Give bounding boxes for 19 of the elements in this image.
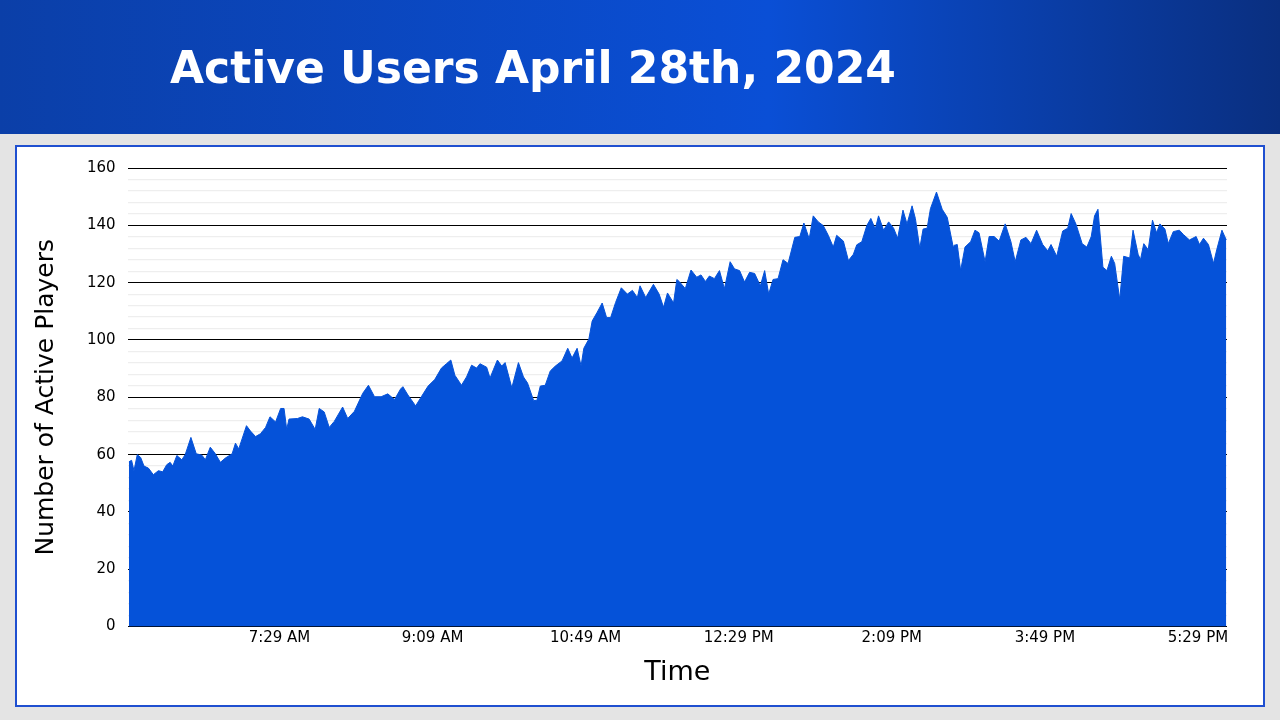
- y-tick-label: 120: [86, 272, 116, 291]
- x-tick-label: 9:09 AM: [401, 628, 464, 647]
- chart-title: Active Users April 28th, 2024: [170, 41, 896, 93]
- x-tick-label: 2:09 PM: [861, 628, 922, 647]
- y-tick-label: 40: [96, 501, 116, 520]
- y-axis-title: Number of Active Players: [29, 239, 59, 556]
- y-tick-label: 20: [96, 559, 116, 578]
- y-tick-label: 0: [106, 616, 116, 635]
- y-tick-label: 160: [86, 157, 116, 176]
- x-tick-label: 5:29 PM: [1167, 628, 1229, 647]
- y-tick-label: 140: [86, 215, 116, 234]
- x-tick-label: 10:49 AM: [550, 628, 622, 647]
- x-axis-title: Time: [643, 654, 711, 686]
- y-tick-label: 80: [96, 387, 116, 406]
- x-tick-label: 7:29 AM: [248, 628, 311, 647]
- y-tick-label: 60: [96, 444, 116, 463]
- x-tick-label: 12:29 PM: [703, 628, 774, 647]
- y-tick-label: 100: [86, 329, 116, 348]
- x-tick-label: 3:49 PM: [1014, 628, 1076, 647]
